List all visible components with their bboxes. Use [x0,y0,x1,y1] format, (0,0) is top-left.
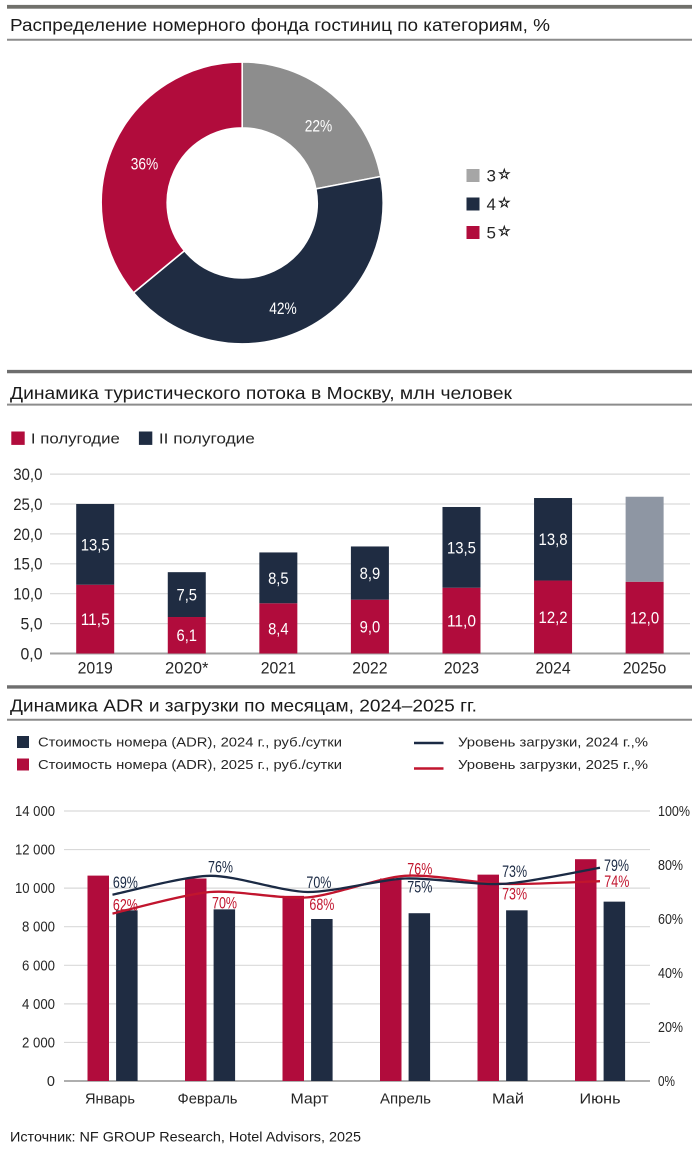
svg-text:10,0: 10,0 [13,585,42,604]
svg-text:Январь: Январь [85,1091,135,1108]
svg-text:13,5: 13,5 [447,538,476,557]
svg-text:2024: 2024 [535,659,570,678]
svg-text:80%: 80% [658,858,683,874]
svg-text:Уровень загрузки, 2025 г.,%: Уровень загрузки, 2025 г.,% [458,757,648,772]
svg-text:70%: 70% [212,894,237,912]
svg-text:Стоимость номера (ADR), 2025 г: Стоимость номера (ADR), 2025 г., руб./су… [38,757,342,772]
svg-text:5: 5 [487,223,496,242]
svg-text:Распределение номерного фонда: Распределение номерного фонда гостиниц п… [10,15,550,35]
svg-text:20,0: 20,0 [13,525,42,544]
svg-text:68%: 68% [309,896,334,914]
svg-text:8,9: 8,9 [360,564,381,583]
svg-text:Апрель: Апрель [380,1091,431,1108]
svg-text:0: 0 [47,1074,55,1090]
svg-text:79%: 79% [604,857,629,875]
svg-text:Уровень загрузки, 2024 г.,%: Уровень загрузки, 2024 г.,% [458,735,648,750]
svg-text:Динамика ADR и загрузки по мес: Динамика ADR и загрузки по месяцам, 2024… [10,696,477,716]
svg-text:Февраль: Февраль [178,1091,238,1108]
svg-text:22%: 22% [305,118,333,136]
svg-text:4 000: 4 000 [22,997,55,1013]
svg-text:2020*: 2020* [165,659,209,678]
svg-text:0%: 0% [658,1074,675,1090]
svg-text:60%: 60% [658,912,683,928]
svg-text:5,0: 5,0 [21,615,43,634]
svg-text:70%: 70% [306,874,331,892]
svg-text:13,5: 13,5 [81,535,110,554]
svg-text:2021: 2021 [261,659,296,678]
svg-text:100%: 100% [658,804,690,820]
svg-text:76%: 76% [208,858,233,876]
svg-text:74%: 74% [604,873,629,891]
svg-text:2022: 2022 [352,659,387,678]
svg-text:8,4: 8,4 [268,619,289,638]
svg-text:62%: 62% [113,897,138,915]
svg-text:12,2: 12,2 [539,608,568,627]
svg-text:25,0: 25,0 [13,495,42,514]
svg-text:2019: 2019 [78,659,113,678]
svg-text:13,8: 13,8 [539,530,568,549]
svg-text:2025о: 2025о [623,659,667,678]
svg-text:Март: Март [291,1091,329,1108]
svg-text:12,0: 12,0 [630,609,659,628]
svg-text:15,0: 15,0 [13,555,42,574]
svg-text:Источник: NF GROUP Research, H: Источник: NF GROUP Research, Hotel Advis… [10,1129,361,1145]
svg-text:75%: 75% [407,878,432,896]
svg-text:6,1: 6,1 [177,626,198,645]
svg-text:10 000: 10 000 [15,881,55,897]
svg-text:40%: 40% [658,966,683,982]
svg-text:Июнь: Июнь [580,1091,621,1108]
svg-text:8,5: 8,5 [268,569,289,588]
svg-text:Май: Май [492,1091,524,1108]
svg-text:I полугодие: I полугодие [31,431,120,448]
svg-text:II полугодие: II полугодие [159,431,255,448]
svg-text:69%: 69% [113,874,138,892]
svg-text:3: 3 [487,166,496,185]
svg-text:0,0: 0,0 [21,644,43,663]
svg-text:6 000: 6 000 [22,958,55,974]
svg-text:Стоимость номера (ADR), 2024 г: Стоимость номера (ADR), 2024 г., руб./су… [38,735,342,750]
svg-text:36%: 36% [131,156,159,174]
svg-text:11,5: 11,5 [81,610,110,629]
svg-text:12 000: 12 000 [15,843,55,859]
svg-text:9,0: 9,0 [360,617,381,636]
svg-text:20%: 20% [658,1020,683,1036]
svg-text:14 000: 14 000 [15,804,55,820]
svg-text:42%: 42% [269,300,297,318]
svg-text:8 000: 8 000 [22,920,55,936]
svg-text:4: 4 [487,195,496,214]
svg-text:2023: 2023 [444,659,479,678]
svg-text:7,5: 7,5 [177,586,198,605]
svg-text:2 000: 2 000 [22,1035,55,1051]
svg-text:Динамика туристического потока: Динамика туристического потока в Москву,… [10,383,512,403]
svg-text:11,0: 11,0 [447,612,476,631]
svg-text:76%: 76% [407,860,432,878]
svg-text:73%: 73% [502,886,527,904]
svg-text:73%: 73% [502,863,527,881]
svg-text:30,0: 30,0 [13,465,42,484]
